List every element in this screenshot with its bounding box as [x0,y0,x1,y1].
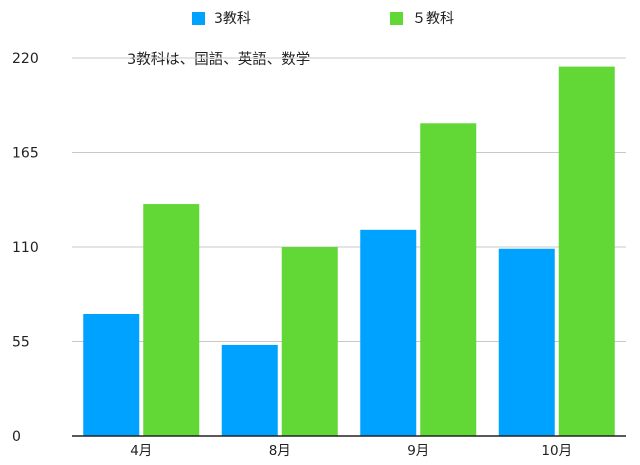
bar-3-subjects-0 [83,314,140,436]
y-tick-label-110: 110 [12,240,39,256]
legend-item-3-subjects: 3教科 [192,8,251,28]
bar-5-subjects-3 [558,66,615,436]
legend-item-5-subjects: ５教科 [390,8,454,28]
y-tick-label-0: 0 [12,429,21,445]
bar-5-subjects-2 [420,123,477,437]
bar-3-subjects-2 [360,229,417,436]
y-tick-label-165: 165 [12,146,39,162]
bar-5-subjects-1 [281,247,338,436]
x-tick-label-3: 10月 [541,443,572,459]
legend-label-3-subjects: 3教科 [214,11,251,27]
chart-annotation: 3教科は、国語、英語、数学 [127,52,311,68]
bar-3-subjects-3 [498,248,555,436]
x-tick-label-0: 4月 [130,443,152,459]
x-tick-label-2: 9月 [407,443,429,459]
legend-swatch-5-subjects [390,11,403,25]
legend: 3教科 ５教科 [0,8,640,30]
bar-3-subjects-1 [221,344,278,436]
x-tick-label-1: 8月 [269,443,291,459]
legend-label-5-subjects: ５教科 [412,11,454,27]
bar-5-subjects-0 [143,204,200,436]
y-tick-label-220: 220 [12,51,39,67]
y-tick-label-55: 55 [12,335,30,351]
legend-swatch-3-subjects [192,11,205,25]
